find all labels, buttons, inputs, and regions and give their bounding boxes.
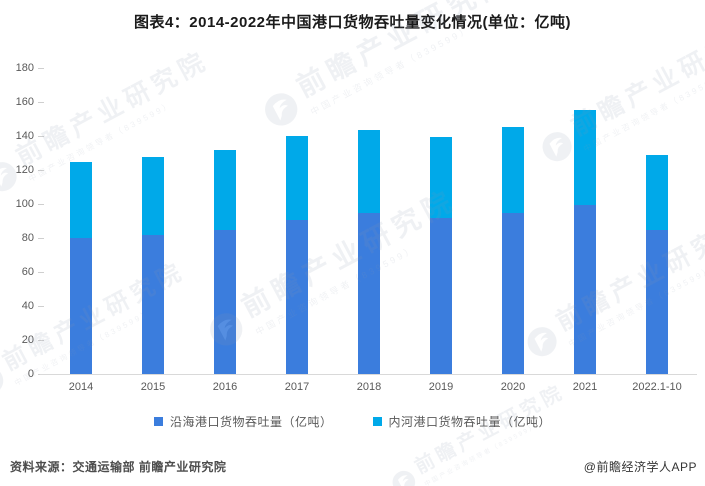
y-tick-label: 20 [21,334,34,346]
y-tick-label: 120 [15,164,34,176]
bar-2019 [430,136,452,374]
y-tick-label: 40 [21,300,34,312]
y-tick-mark [38,203,44,205]
y-tick-20: 20 [0,334,44,346]
credit-text: @前瞻经济学人APP [583,460,697,474]
legend-swatch-inland-icon [372,417,382,426]
y-tick-label: 60 [21,266,34,278]
bar-2016 [214,149,236,374]
plot-area [45,68,693,374]
y-tick-40: 40 [0,300,44,312]
y-tick-140: 140 [0,130,44,142]
source-text: 资料来源：交通运输部 前瞻产业研究院 [10,460,227,474]
bar-segment-2014-1 [70,162,92,238]
y-axis: 0 20 40 60 80 100 120 140 160 180 [0,62,44,380]
bar-2022.1-10 [646,155,668,374]
x-label-2019: 2019 [428,381,454,393]
bar-segment-2019-0 [430,217,452,374]
bar-segment-2022.1-10-0 [646,230,668,374]
y-tick-80: 80 [0,232,44,244]
x-label-2018: 2018 [356,381,382,393]
bar-2018 [358,130,380,374]
y-tick-60: 60 [0,266,44,278]
y-tick-label: 140 [15,130,34,142]
x-axis-line [40,374,697,375]
bar-segment-2018-0 [358,213,380,374]
y-tick-180: 180 [0,62,44,74]
x-axis-labels: 2014 2015 2016 2017 2018 2019 2020 2021 2022.1-1… [45,381,693,397]
y-tick-mark [38,101,44,103]
y-tick-label: 180 [15,62,34,74]
bar-2014 [70,162,92,374]
watermark-tagline-text: 中国产业咨询领导者（839599） [423,422,538,486]
y-tick-mark [38,339,44,341]
bar-2020 [502,126,524,374]
x-label-2022.1-10: 2022.1-10 [632,381,682,393]
bar-segment-2015-0 [142,235,164,374]
bar-segment-2021-0 [574,204,596,374]
bar-2021 [574,109,596,374]
y-tick-0: 0 [0,368,44,380]
y-tick-mark [38,271,44,273]
bar-segment-2017-1 [286,135,308,220]
x-label-2015: 2015 [140,381,166,393]
y-tick-label: 100 [15,198,34,210]
y-tick-mark [38,169,44,171]
bar-segment-2016-1 [214,149,236,231]
bar-segment-2016-0 [214,230,236,374]
x-label-2020: 2020 [500,381,526,393]
y-tick-120: 120 [0,164,44,176]
chart-title: 图表4：2014-2022年中国港口货物吞吐量变化情况(单位：亿吨) [133,14,572,31]
legend-item-inland: 内河港口货物吞吐量（亿吨） [372,413,552,430]
y-tick-160: 160 [0,96,44,108]
y-tick-label: 80 [21,232,34,244]
legend-label-inland: 内河港口货物吞吐量（亿吨） [388,415,552,429]
footer: 资料来源：交通运输部 前瞻产业研究院 @前瞻经济学人APP [10,458,697,475]
bar-2017 [286,135,308,374]
bar-segment-2022.1-10-1 [646,155,668,231]
y-tick-label: 0 [27,368,34,380]
y-tick-mark [38,305,44,307]
bar-segment-2020-1 [502,126,524,213]
bar-segment-2021-1 [574,109,596,205]
x-label-2014: 2014 [68,381,94,393]
legend-swatch-coastal-icon [153,417,163,426]
bar-segment-2020-0 [502,212,524,374]
x-label-2021: 2021 [572,381,598,393]
y-tick-mark [38,67,44,69]
y-tick-mark [38,135,44,137]
bar-segment-2019-1 [430,136,452,218]
bar-segment-2015-1 [142,157,164,236]
x-label-2017: 2017 [284,381,310,393]
x-label-2016: 2016 [212,381,238,393]
legend: 沿海港口货物吞吐量（亿吨） 内河港口货物吞吐量（亿吨） [0,413,705,430]
legend-item-coastal: 沿海港口货物吞吐量（亿吨） [153,413,333,430]
legend-label-coastal: 沿海港口货物吞吐量（亿吨） [169,415,333,429]
bar-2015 [142,157,164,374]
bar-segment-2014-0 [70,237,92,374]
y-tick-100: 100 [0,198,44,210]
y-tick-mark [38,237,44,239]
bar-segment-2017-0 [286,219,308,374]
y-tick-label: 160 [15,96,34,108]
bar-segment-2018-1 [358,130,380,214]
